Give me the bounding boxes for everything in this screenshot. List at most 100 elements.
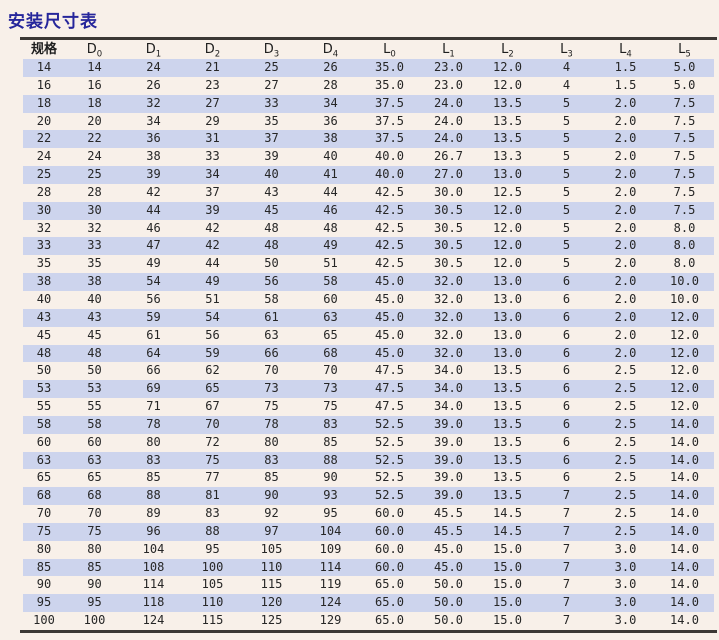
value-cell: 45: [87, 327, 102, 342]
value-cell: 48: [264, 238, 279, 253]
value-cell: 67: [205, 399, 220, 414]
value-cell: 77: [205, 470, 220, 485]
value-cell: 14.0: [670, 434, 699, 449]
value-cell: 41: [323, 167, 338, 182]
value-cell: 45.5: [434, 506, 463, 521]
value-cell: 12.0: [670, 381, 699, 396]
value-cell: 34.0: [434, 363, 463, 378]
value-cell: 45.0: [375, 291, 404, 306]
value-cell: 54: [146, 274, 161, 289]
value-cell: 3.0: [614, 613, 637, 628]
value-cell: 53: [87, 381, 102, 396]
spec-cell: 55: [36, 399, 52, 414]
value-cell: 65.0: [375, 613, 404, 628]
value-cell: 6: [562, 470, 571, 485]
value-cell: 48: [323, 220, 338, 235]
value-cell: 69: [146, 381, 161, 396]
value-cell: 124: [142, 613, 165, 628]
column-header-label: L: [678, 42, 686, 57]
value-cell: 110: [260, 559, 283, 574]
value-cell: 39.0: [434, 470, 463, 485]
value-cell: 119: [319, 577, 342, 592]
value-cell: 50.0: [434, 613, 463, 628]
spec-cell: 58: [36, 416, 52, 431]
value-cell: 52.5: [375, 452, 404, 467]
value-cell: 75: [323, 399, 338, 414]
value-cell: 27: [205, 95, 220, 110]
value-cell: 12.0: [493, 220, 522, 235]
value-cell: 2.0: [614, 291, 637, 306]
value-cell: 13.0: [493, 327, 522, 342]
value-cell: 14.0: [670, 488, 699, 503]
value-cell: 36: [146, 131, 161, 146]
value-cell: 56: [146, 291, 161, 306]
value-cell: 88: [146, 488, 161, 503]
value-cell: 13.0: [493, 309, 522, 324]
column-header: D3: [242, 40, 301, 59]
value-cell: 30.5: [434, 256, 463, 271]
value-cell: 24: [146, 60, 161, 74]
value-cell: 95: [323, 506, 338, 521]
value-cell: 7: [562, 541, 571, 556]
spec-cell: 50: [36, 363, 52, 378]
value-cell: 2.0: [614, 113, 637, 128]
value-cell: 2.0: [614, 256, 637, 271]
column-header-label: D: [145, 42, 156, 57]
spec-cell: 80: [36, 541, 52, 556]
column-header: L2: [478, 40, 537, 59]
value-cell: 63: [264, 327, 279, 342]
value-cell: 61: [264, 309, 279, 324]
value-cell: 5.0: [673, 77, 696, 92]
value-cell: 68: [323, 345, 338, 360]
value-cell: 32.0: [434, 345, 463, 360]
value-cell: 31: [205, 131, 220, 146]
value-cell: 2.0: [614, 220, 637, 235]
table-row: 32 32 46 42 48 48 42.5 30.5 12.0 5 2.0 8.0: [23, 220, 714, 238]
table-row: 50 50 66 62 70 70 47.5 34.0 13.5 6 2.5 12.0: [23, 362, 714, 380]
value-cell: 7.5: [673, 167, 696, 182]
value-cell: 2.0: [614, 309, 637, 324]
value-cell: 6: [562, 452, 571, 467]
column-header-subscript: 0: [96, 49, 103, 60]
value-cell: 109: [319, 541, 342, 556]
value-cell: 93: [323, 488, 338, 503]
value-cell: 12.5: [493, 184, 522, 199]
table-row: 85 85 108 100 110 114 60.0 45.0 15.0 7 3.0 14.0: [23, 558, 714, 577]
spec-cell: 33: [36, 238, 52, 253]
column-header: D0: [65, 40, 124, 59]
value-cell: 72: [205, 434, 220, 449]
value-cell: 1.5: [614, 77, 637, 92]
value-cell: 60: [87, 434, 102, 449]
value-cell: 97: [264, 523, 279, 538]
table-row: 22 22 36 31 37 38 37.5 24.0 13.5 5 2.0 7.5: [23, 130, 714, 149]
value-cell: 43: [87, 309, 102, 324]
value-cell: 45.5: [434, 523, 463, 538]
table-row: 38 38 54 49 56 58 45.0 32.0 13.0 6 2.0 10.0: [23, 273, 714, 291]
value-cell: 5: [562, 167, 571, 182]
value-cell: 105: [201, 577, 224, 592]
value-cell: 2.5: [614, 416, 637, 431]
value-cell: 18: [87, 95, 102, 110]
value-cell: 32: [146, 95, 161, 110]
column-header-subscript: 4: [332, 49, 339, 60]
page-title: 安装尺寸表: [8, 12, 98, 32]
spec-cell: 68: [36, 488, 52, 503]
value-cell: 49: [323, 238, 338, 253]
value-cell: 65: [205, 381, 220, 396]
value-cell: 80: [146, 434, 161, 449]
table-row: 53 53 69 65 73 73 47.5 34.0 13.5 6 2.5 12.0: [23, 380, 714, 399]
value-cell: 37.5: [375, 113, 404, 128]
value-cell: 5: [562, 220, 571, 235]
value-cell: 46: [146, 220, 161, 235]
table-row: 16 16 26 23 27 28 35.0 23.0 12.0 4 1.5 5.0: [23, 77, 714, 95]
table-row: 28 28 42 37 43 44 42.5 30.0 12.5 5 2.0 7.5: [23, 184, 714, 202]
table-row: 90 90 114 105 115 119 65.0 50.0 15.0 7 3.0 14.0: [23, 576, 714, 594]
value-cell: 13.5: [493, 452, 522, 467]
table-row: 65 65 85 77 85 90 52.5 39.0 13.5 6 2.5 14.0: [23, 469, 714, 487]
table-row: 68 68 88 81 90 93 52.5 39.0 13.5 7 2.5 14.0: [23, 487, 714, 506]
value-cell: 118: [142, 595, 165, 610]
value-cell: 13.0: [493, 291, 522, 306]
value-cell: 2.5: [614, 381, 637, 396]
value-cell: 22: [87, 131, 102, 146]
value-cell: 95: [87, 595, 102, 610]
